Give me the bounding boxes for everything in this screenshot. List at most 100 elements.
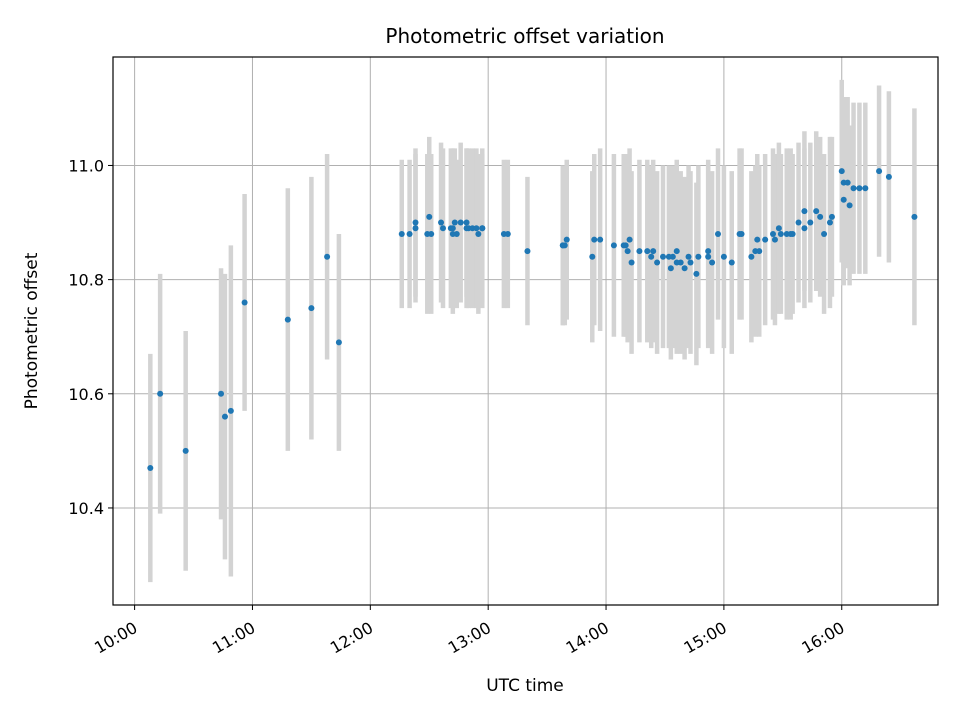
data-point (157, 390, 164, 397)
data-point (695, 253, 702, 260)
data-point (856, 185, 863, 192)
data-point (449, 230, 456, 237)
data-point (705, 253, 712, 260)
data-point (644, 248, 651, 255)
data-point (597, 236, 604, 243)
data-point (563, 236, 570, 243)
data-point (620, 242, 627, 249)
data-point (885, 173, 892, 180)
data-point (709, 259, 716, 266)
x-axis-label: UTC time (486, 676, 564, 696)
y-tick-label: 10.6 (68, 385, 104, 404)
data-point (817, 213, 824, 220)
y-tick-label: 10.4 (68, 499, 104, 518)
data-point (669, 253, 676, 260)
data-point (795, 219, 802, 226)
data-point (648, 253, 655, 260)
data-point (449, 225, 456, 232)
data-point (876, 168, 883, 175)
data-point (685, 253, 692, 260)
data-point (681, 265, 688, 272)
data-point (720, 253, 727, 260)
data-point (438, 219, 445, 226)
data-point (451, 219, 458, 226)
plot-frame (112, 56, 939, 606)
data-point (813, 208, 820, 215)
data-point (324, 253, 331, 260)
data-point (862, 185, 869, 192)
chart-title: Photometric offset variation (385, 24, 664, 48)
data-point (463, 219, 470, 226)
data-point (398, 230, 405, 237)
data-point (846, 202, 853, 209)
data-point (589, 253, 596, 260)
data-point (762, 236, 769, 243)
data-points (147, 168, 918, 471)
data-point (801, 208, 808, 215)
data-point (424, 230, 431, 237)
data-point (610, 242, 617, 249)
data-point (654, 259, 661, 266)
data-point (728, 259, 735, 266)
data-point (844, 179, 851, 186)
data-point (227, 407, 234, 414)
data-point (591, 236, 598, 243)
data-point (705, 248, 712, 255)
data-point (524, 248, 531, 255)
data-point (406, 230, 413, 237)
data-point (473, 225, 480, 232)
data-point (660, 253, 666, 260)
data-point (673, 259, 680, 266)
data-point (457, 219, 464, 226)
data-point (828, 213, 835, 220)
data-point (687, 259, 694, 266)
data-point (838, 168, 845, 175)
data-point (559, 242, 566, 249)
data-point (241, 299, 248, 306)
data-point (754, 236, 761, 243)
data-point (736, 230, 743, 237)
data-point (911, 213, 918, 220)
data-point (748, 253, 755, 260)
data-point (775, 225, 782, 232)
y-axis-label: Photometric offset (22, 252, 42, 409)
data-point (777, 230, 784, 237)
y-tick-label: 11.0 (68, 156, 104, 175)
data-point (850, 185, 857, 192)
data-point (771, 236, 778, 243)
data-point (182, 447, 189, 454)
data-point (475, 230, 482, 237)
data-point (335, 339, 342, 346)
data-point (218, 390, 225, 397)
data-point (636, 248, 643, 255)
data-point (826, 219, 833, 226)
data-point (693, 270, 700, 277)
data-point (756, 248, 763, 255)
data-point (770, 230, 776, 237)
data-point (308, 305, 315, 312)
data-point (801, 225, 808, 232)
data-point (479, 225, 486, 232)
data-point (440, 225, 446, 232)
data-point (650, 248, 657, 255)
data-point (787, 230, 794, 237)
data-point (412, 219, 419, 226)
data-point (673, 248, 680, 255)
data-point (624, 248, 631, 255)
data-point (504, 230, 511, 237)
data-point (715, 230, 721, 237)
data-point (426, 213, 433, 220)
data-point (840, 196, 847, 203)
data-point (284, 316, 291, 323)
data-point (221, 413, 228, 420)
y-tick-label: 10.8 (68, 271, 104, 290)
data-point (807, 219, 814, 226)
data-point (667, 265, 674, 272)
data-point (628, 259, 635, 266)
data-point (147, 465, 154, 471)
y-axis-ticks: 10.4 10.6 10.8 11.0 (68, 156, 113, 518)
data-point (626, 236, 633, 243)
data-point (463, 225, 470, 232)
